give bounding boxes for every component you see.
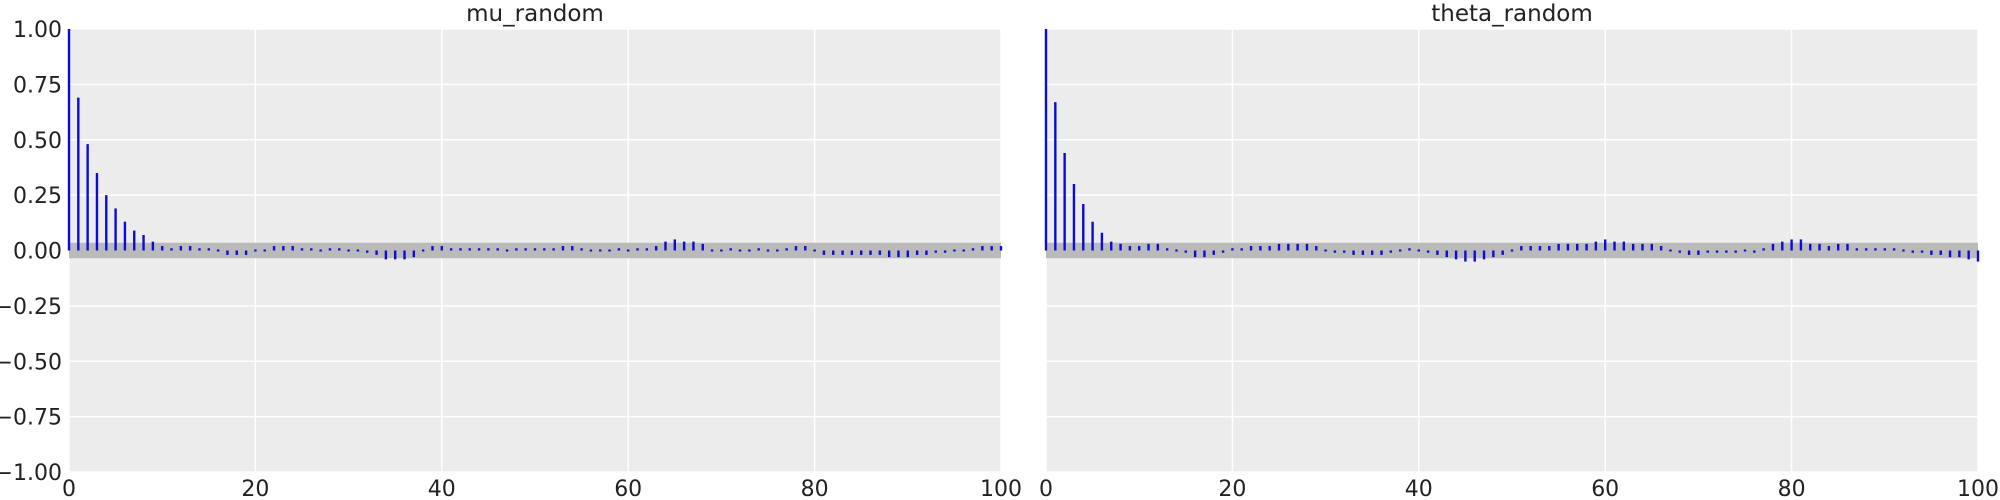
x-tick-label: 100 [980, 477, 1022, 500]
y-tick-label: −0.25 [0, 295, 62, 320]
y-tick-label: 0.50 [13, 129, 62, 154]
x-tick-label: 60 [1591, 477, 1619, 500]
x-tick-label: 60 [614, 477, 642, 500]
y-tick-label: −0.50 [0, 350, 62, 375]
x-tick-label: 40 [428, 477, 456, 500]
y-tick-label: 0.00 [13, 240, 62, 265]
y-tick-label: 0.75 [13, 73, 62, 98]
chart-title: mu_random [466, 1, 604, 27]
x-tick-label: 80 [801, 477, 829, 500]
x-tick-label: 0 [62, 477, 76, 500]
x-tick-label: 100 [1957, 477, 1999, 500]
x-tick-label: 20 [241, 477, 269, 500]
chart-title: theta_random [1431, 1, 1593, 27]
x-tick-label: 20 [1218, 477, 1246, 500]
x-tick-label: 80 [1778, 477, 1806, 500]
y-tick-label: 1.00 [13, 18, 62, 43]
y-tick-label: −0.75 [0, 406, 62, 431]
x-tick-label: 40 [1405, 477, 1433, 500]
y-tick-label: 0.25 [13, 184, 62, 209]
panel-theta-random: theta_random 0 20 40 60 80 100 [1039, 1, 1999, 500]
y-tick-label: −1.00 [0, 461, 62, 486]
x-tick-label: 0 [1039, 477, 1053, 500]
panel-mu-random: mu_random 0 20 40 60 80 100 1.00 0.75 0.50 0.25 0.0… [0, 1, 1022, 500]
